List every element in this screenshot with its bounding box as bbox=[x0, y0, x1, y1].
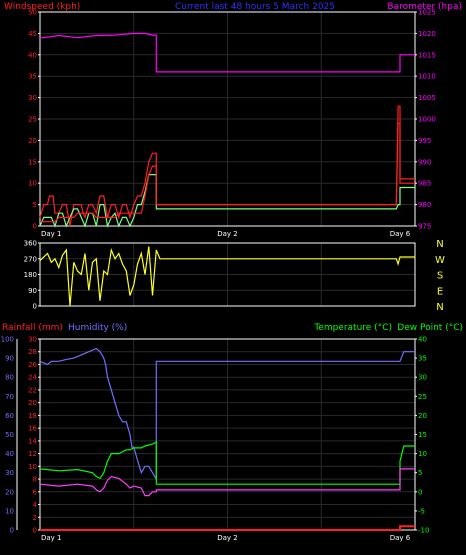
hum-axis-tick-label: 10 bbox=[28, 463, 37, 471]
series-baro-line bbox=[40, 32, 415, 73]
compass-label: E bbox=[437, 286, 443, 297]
hum-axis-tick-label: 16 bbox=[28, 425, 37, 433]
baro-axis-tick-label: 1005 bbox=[418, 94, 436, 102]
compass-label: N bbox=[436, 239, 443, 250]
wind-axis-tick-label: 15 bbox=[28, 158, 37, 166]
series-gust-line bbox=[39, 105, 415, 227]
hum-axis-tick-label: 30 bbox=[28, 336, 37, 344]
wind-axis-tick-label: 20 bbox=[28, 137, 37, 145]
rain-axis-tick-label: 60 bbox=[5, 412, 14, 420]
hum-axis-tick-label: 12 bbox=[28, 450, 37, 458]
series-wind-line bbox=[40, 122, 415, 223]
temp-axis-tick-label: 0 bbox=[418, 488, 422, 496]
compass-label: N bbox=[436, 302, 443, 313]
hum-axis-tick-label: 6 bbox=[33, 488, 38, 496]
chart-title: Current last 48 hours 5 March 2025 bbox=[175, 2, 335, 12]
baro-axis-tick-label: 995 bbox=[418, 137, 431, 145]
wind-day-label: Day 1 bbox=[41, 230, 62, 238]
rain-axis-title: Rainfall (mm) bbox=[2, 323, 63, 333]
baro-axis-title: Barometer (hpa) bbox=[387, 2, 462, 12]
series-rain-line bbox=[40, 525, 415, 531]
wind-axis-tick-label: 10 bbox=[28, 180, 37, 188]
baro-axis-tick-label: 1000 bbox=[418, 116, 436, 124]
temp-day-label: Day 2 bbox=[217, 534, 238, 542]
baro-axis-tick-label: 980 bbox=[418, 201, 431, 209]
dewpoint-axis-title: Dew Point (°C) bbox=[397, 323, 463, 333]
wind-axis-tick-label: 50 bbox=[28, 9, 37, 17]
rain-axis-tick-label: 0 bbox=[10, 527, 14, 535]
rain-axis-tick-label: 20 bbox=[5, 488, 14, 496]
rain-axis-tick-label: 30 bbox=[5, 469, 14, 477]
temp-day-label: Day 6 bbox=[390, 534, 411, 542]
dir-axis-tick-label: 360 bbox=[24, 240, 37, 248]
series-humidity-line bbox=[39, 347, 415, 482]
wind-axis-title: Windspeed (kph) bbox=[4, 2, 80, 12]
series-dew-line bbox=[39, 468, 415, 497]
wind-axis-tick-label: 45 bbox=[28, 30, 37, 38]
humidity-axis-title: Humidity (%) bbox=[68, 323, 127, 333]
compass-label: S bbox=[437, 271, 443, 282]
dir-axis-tick-label: 90 bbox=[28, 287, 37, 295]
rain-axis-tick-label: 50 bbox=[5, 431, 14, 439]
series-temp-line bbox=[39, 441, 415, 485]
hum-axis-tick-label: 28 bbox=[28, 348, 37, 356]
wind-day-label: Day 2 bbox=[217, 230, 238, 238]
wind-axis-tick-label: 30 bbox=[28, 94, 37, 102]
dir-axis-tick-label: 0 bbox=[33, 303, 37, 311]
baro-axis-tick-label: 1015 bbox=[418, 51, 436, 59]
rain-axis-tick-label: 100 bbox=[1, 336, 14, 344]
dir-axis-tick-label: 180 bbox=[24, 271, 37, 279]
rain-axis-tick-label: 40 bbox=[5, 450, 14, 458]
baro-axis-tick-label: 975 bbox=[418, 223, 431, 231]
temp-axis-tick-label: 15 bbox=[418, 431, 427, 439]
temp-axis-tick-label: -10 bbox=[418, 527, 429, 535]
temp-day-label: Day 1 bbox=[41, 534, 62, 542]
hum-axis-tick-label: 8 bbox=[33, 476, 37, 484]
rain-axis-tick-label: 80 bbox=[5, 374, 14, 382]
wind-axis-tick-label: 35 bbox=[28, 73, 37, 81]
rain-axis-tick-label: 90 bbox=[5, 355, 14, 363]
hum-axis-tick-label: 14 bbox=[28, 437, 37, 445]
compass-label: W bbox=[435, 255, 445, 266]
hum-axis-tick-label: 4 bbox=[33, 501, 38, 509]
baro-axis-tick-label: 985 bbox=[418, 180, 431, 188]
temperature-axis-title: Temperature (°C) bbox=[313, 323, 392, 333]
hum-axis-tick-label: 18 bbox=[28, 412, 37, 420]
baro-axis-tick-label: 1020 bbox=[418, 30, 436, 38]
series-dir-line bbox=[39, 246, 415, 307]
hum-axis-tick-label: 2 bbox=[33, 514, 37, 522]
wind-day-label: Day 6 bbox=[390, 230, 411, 238]
dir-axis-tick-label: 270 bbox=[24, 255, 37, 263]
temp-axis-tick-label: 25 bbox=[418, 393, 427, 401]
temp-axis-tick-label: 5 bbox=[418, 469, 422, 477]
baro-axis-tick-label: 1010 bbox=[418, 73, 436, 81]
temp-axis-tick-label: 35 bbox=[418, 355, 427, 363]
hum-axis-tick-label: 20 bbox=[28, 399, 37, 407]
temp-axis-tick-label: 10 bbox=[418, 450, 427, 458]
temp-axis-tick-label: 40 bbox=[418, 336, 427, 344]
hum-axis-tick-label: 24 bbox=[28, 374, 37, 382]
hum-axis-tick-label: 22 bbox=[28, 386, 37, 394]
hum-axis-tick-label: 26 bbox=[28, 361, 37, 369]
wind-axis-tick-label: 25 bbox=[28, 116, 37, 124]
wind-axis-tick-label: 5 bbox=[33, 201, 37, 209]
temp-axis-tick-label: 30 bbox=[418, 374, 427, 382]
temp-axis-tick-label: 20 bbox=[418, 412, 427, 420]
hum-axis-tick-label: 0 bbox=[33, 527, 37, 535]
temp-axis-tick-label: -5 bbox=[418, 507, 425, 515]
baro-axis-tick-label: 990 bbox=[418, 158, 431, 166]
wind-axis-tick-label: 0 bbox=[33, 223, 37, 231]
wind-axis-tick-label: 40 bbox=[28, 51, 37, 59]
baro-axis-tick-label: 1025 bbox=[418, 9, 436, 17]
rain-axis-tick-label: 10 bbox=[5, 507, 14, 515]
rain-axis-tick-label: 70 bbox=[5, 393, 14, 401]
